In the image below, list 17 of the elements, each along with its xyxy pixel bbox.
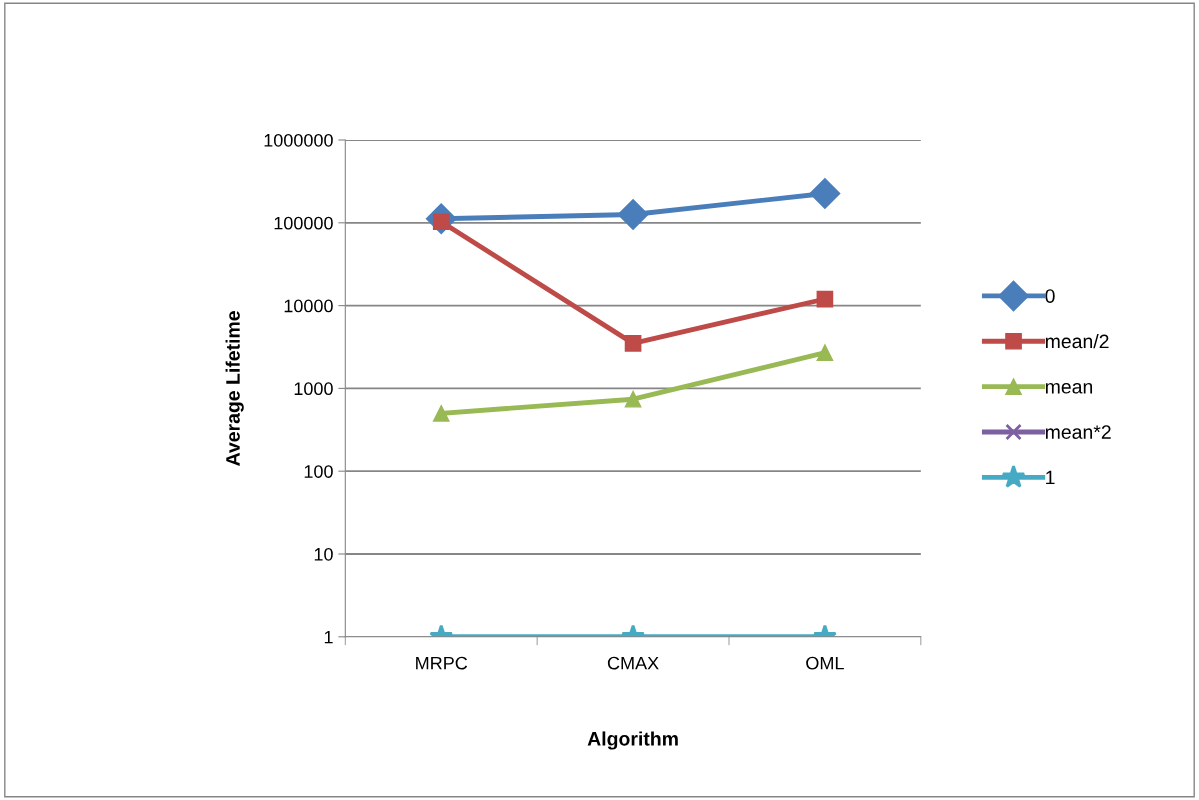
x-tick-label: CMAX: [607, 656, 659, 670]
x-tick-label: MRPC: [416, 656, 468, 670]
y-tick-label: 100000: [274, 216, 333, 230]
y-tick-label: 10: [314, 547, 333, 561]
y-axis-title: Average Lifetime: [225, 311, 244, 466]
y-tick-label: 10000: [284, 299, 333, 313]
y-tick-label: 1: [324, 630, 333, 644]
legend-label: 0: [1045, 289, 1055, 303]
legend-label: mean: [1045, 382, 1093, 394]
x-axis-title: Algorithm: [587, 731, 678, 750]
y-tick-label: 100: [304, 465, 333, 478]
y-tick-label: 1000: [294, 382, 333, 396]
legend-label: mean/2: [1045, 333, 1109, 349]
legend-label: 1: [1046, 470, 1055, 485]
legend-label: mean*2: [1045, 425, 1111, 439]
y-tick-label: 1000000: [264, 133, 333, 147]
x-tick-label: OML: [806, 656, 844, 670]
